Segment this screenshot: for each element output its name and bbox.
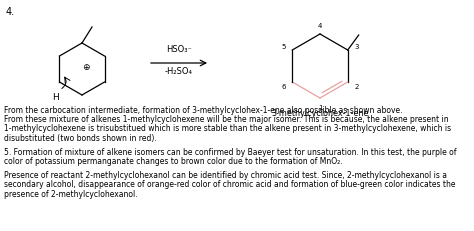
Text: H: H xyxy=(52,93,59,102)
Text: 3-methylcyclohex-1-ene: 3-methylcyclohex-1-ene xyxy=(271,109,369,118)
Text: From these mixture of alkenes 1-methylcyclohexene will be the major isomer. This: From these mixture of alkenes 1-methylcy… xyxy=(4,115,448,124)
Text: Presence of reactant 2-methylcyclohexanol can be identified by chromic acid test: Presence of reactant 2-methylcyclohexano… xyxy=(4,170,447,179)
Text: 5. Formation of mixture of alkene isomers can be confirmed by Baeyer test for un: 5. Formation of mixture of alkene isomer… xyxy=(4,147,456,156)
Text: color of potassium permanganate changes to brown color due to the formation of M: color of potassium permanganate changes … xyxy=(4,156,343,165)
Text: secondary alcohol, disappearance of orange-red color of chromic acid and formati: secondary alcohol, disappearance of oran… xyxy=(4,180,456,188)
Text: 1-methylcyclohexene is trisubstitued which is more stable than the alkene presen: 1-methylcyclohexene is trisubstitued whi… xyxy=(4,124,451,133)
Text: HSO₃⁻: HSO₃⁻ xyxy=(166,45,192,54)
Text: 6: 6 xyxy=(281,84,285,90)
Text: -H₂SO₄: -H₂SO₄ xyxy=(165,67,193,76)
Text: 2: 2 xyxy=(355,84,359,90)
Text: 5: 5 xyxy=(281,44,285,50)
Text: 4: 4 xyxy=(318,23,322,29)
Text: ⊕: ⊕ xyxy=(82,63,90,72)
Text: disubstituted (two bonds shown in red).: disubstituted (two bonds shown in red). xyxy=(4,133,157,142)
Text: 1: 1 xyxy=(318,105,322,110)
Text: presence of 2-methylcyclohexanol.: presence of 2-methylcyclohexanol. xyxy=(4,189,137,198)
Text: From the carbocation intermediate, formation of 3-methylcyclohex-1-ene also poss: From the carbocation intermediate, forma… xyxy=(4,106,402,115)
Text: 4.: 4. xyxy=(6,7,15,17)
Text: 3: 3 xyxy=(355,44,359,50)
